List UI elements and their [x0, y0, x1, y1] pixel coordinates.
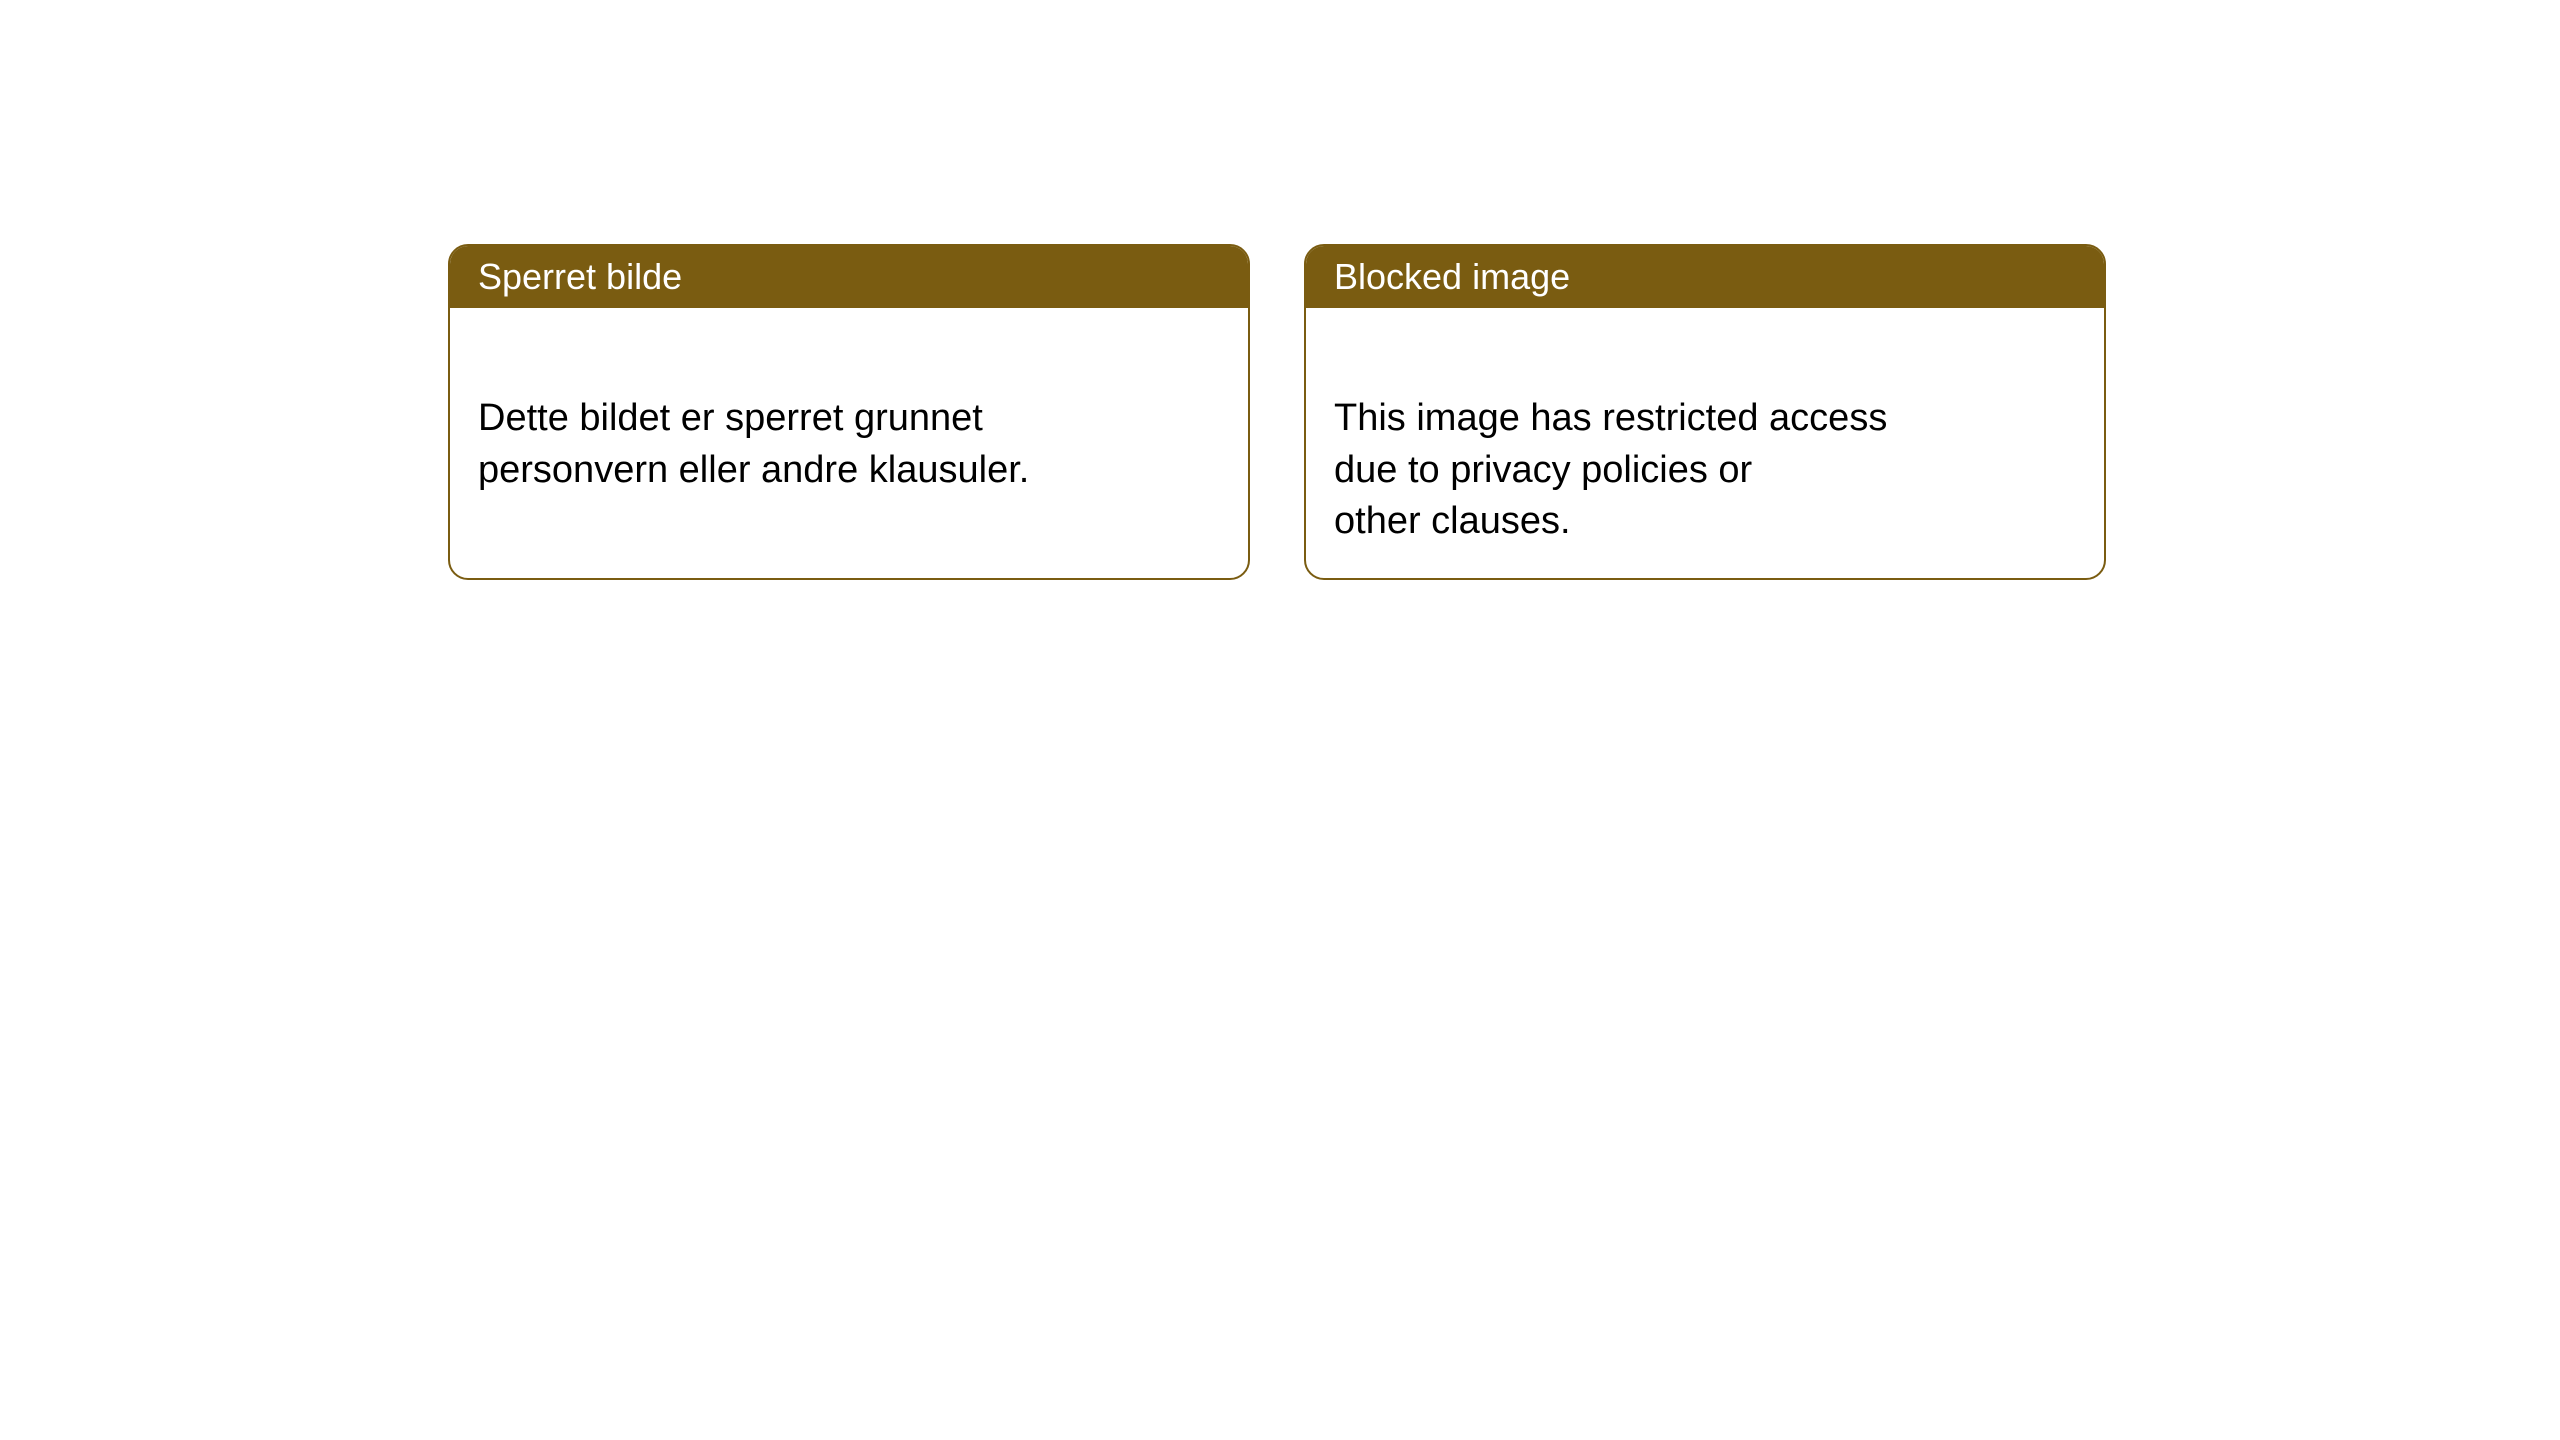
notice-title: Blocked image: [1334, 256, 1570, 297]
notice-container: Sperret bilde Dette bildet er sperret gr…: [448, 244, 2106, 580]
notice-text: Dette bildet er sperret grunnet personve…: [478, 397, 1029, 490]
notice-header: Blocked image: [1306, 246, 2104, 308]
notice-title: Sperret bilde: [478, 256, 682, 297]
notice-body: This image has restricted access due to …: [1306, 308, 2104, 580]
notice-card-english: Blocked image This image has restricted …: [1304, 244, 2106, 580]
notice-header: Sperret bilde: [450, 246, 1248, 308]
notice-body: Dette bildet er sperret grunnet personve…: [450, 308, 1248, 530]
notice-text: This image has restricted access due to …: [1334, 397, 1887, 542]
notice-card-norwegian: Sperret bilde Dette bildet er sperret gr…: [448, 244, 1250, 580]
